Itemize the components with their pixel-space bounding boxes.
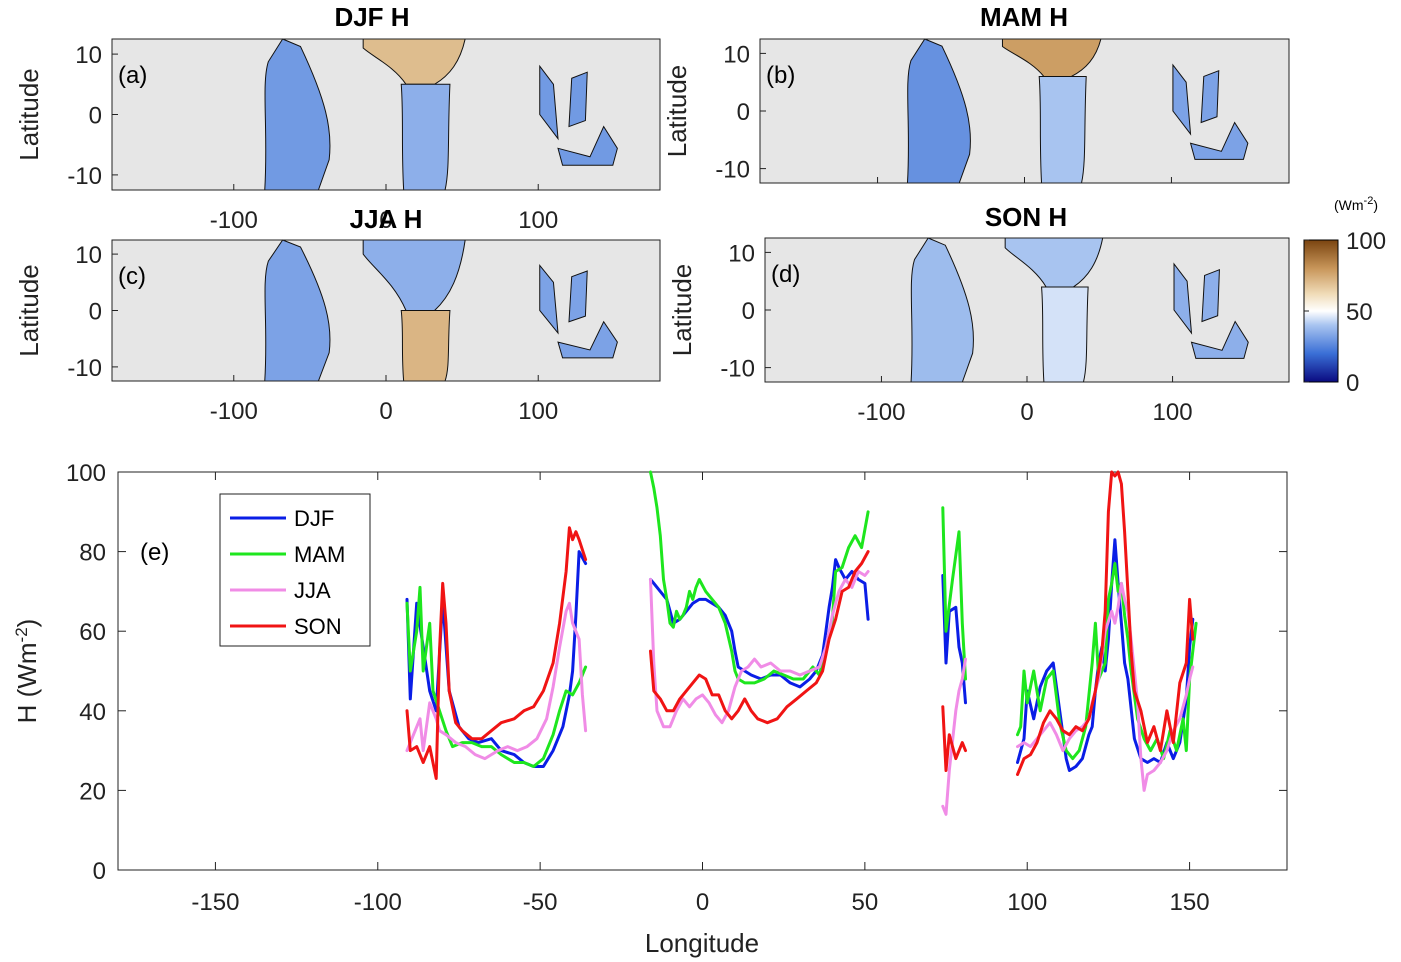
latitude-label: Latitude — [14, 68, 44, 161]
ytick-label: 0 — [89, 299, 102, 326]
panel-e-xlabel: Longitude — [645, 928, 759, 958]
xtick-label: 50 — [852, 889, 879, 916]
ytick-label: 80 — [79, 540, 106, 567]
legend-label-mam: MAM — [294, 542, 345, 567]
panel-label: (b) — [766, 62, 795, 89]
ytick-label: -10 — [67, 355, 102, 382]
series-line-son — [649, 550, 870, 725]
panel-e-ylabel: H (Wm-2) — [12, 619, 42, 724]
ytick-label: 0 — [89, 103, 102, 130]
series-line-son — [1016, 470, 1195, 776]
map-region — [1041, 286, 1089, 383]
panel-c-title: JJA H — [350, 204, 423, 234]
xtick-label: 100 — [518, 398, 558, 425]
ytick-label: 0 — [742, 298, 755, 325]
legend-label-son: SON — [294, 614, 342, 639]
series-line-jja — [1016, 581, 1195, 792]
colorbar-tick-label: 100 — [1346, 228, 1386, 255]
ytick-label: 10 — [75, 42, 102, 69]
colorbar-gradient — [1303, 239, 1339, 383]
panel-d-title: SON H — [985, 202, 1067, 232]
series-line-son — [941, 705, 967, 772]
panel-e: (e) Longitude H (Wm-2) DJF MAM JJA SON -150… — [12, 460, 1288, 958]
panel-b: MAM H (b) Latitude 10 0 -10 — [662, 2, 1290, 184]
series-line-djf — [941, 574, 967, 705]
xtick-label: 100 — [518, 207, 558, 234]
series-line-son — [405, 526, 588, 780]
xtick-label: 100 — [1007, 889, 1047, 916]
latitude-label: Latitude — [14, 264, 44, 357]
latitude-label: Latitude — [667, 264, 697, 357]
xtick-label: 0 — [379, 207, 392, 234]
ytick-label: -10 — [67, 163, 102, 190]
ytick-label: 40 — [79, 699, 106, 726]
ytick-label: 10 — [728, 240, 755, 267]
ytick-label: 0 — [93, 858, 106, 885]
xtick-label: 0 — [696, 889, 709, 916]
ytick-label: 10 — [723, 41, 750, 68]
map-region — [400, 83, 451, 191]
xtick-label: 0 — [1020, 399, 1033, 426]
xtick-label: 0 — [379, 398, 392, 425]
series-line-jja — [941, 657, 967, 816]
legend-label-djf: DJF — [294, 506, 334, 531]
map-region — [1172, 63, 1249, 160]
colorbar-tick-label: 0 — [1346, 370, 1359, 397]
ytick-label: 60 — [79, 619, 106, 646]
xtick-label: -100 — [210, 398, 258, 425]
colorbar-tick-label: 50 — [1346, 299, 1373, 326]
xtick-label: -100 — [354, 889, 402, 916]
colorbar: (Wm-2) 100 50 0 — [1303, 195, 1386, 397]
legend-label-jja: JJA — [294, 578, 331, 603]
map-region — [539, 263, 618, 359]
xtick-label: -100 — [857, 399, 905, 426]
series-line-mam — [941, 506, 967, 681]
xtick-label: -100 — [210, 207, 258, 234]
ytick-label: -10 — [720, 356, 755, 383]
map-region — [400, 310, 451, 382]
latitude-label: Latitude — [662, 65, 692, 158]
panel-a-title: DJF H — [334, 2, 409, 32]
panel-b-title: MAM H — [980, 2, 1068, 32]
series-line-djf — [405, 550, 588, 768]
panel-label: (c) — [118, 263, 146, 290]
series-line-mam — [405, 585, 588, 768]
panel-label: (a) — [118, 62, 147, 89]
legend: DJF MAM JJA SON — [219, 493, 371, 647]
colorbar-unit: (Wm-2) — [1334, 195, 1378, 213]
panel-e-label: (e) — [140, 539, 169, 566]
series-line-jja — [649, 570, 870, 729]
ytick-label: 0 — [737, 99, 750, 126]
ytick-label: 100 — [66, 460, 106, 487]
map-region — [1038, 75, 1087, 184]
xtick-label: -150 — [191, 889, 239, 916]
panel-label: (d) — [771, 261, 800, 288]
map-region — [1173, 262, 1249, 359]
ytick-label: 10 — [75, 242, 102, 269]
ytick-label: -10 — [715, 157, 750, 184]
xtick-label: 100 — [1153, 399, 1193, 426]
xtick-label: -50 — [523, 889, 558, 916]
map-region — [539, 64, 618, 166]
xtick-label: 150 — [1170, 889, 1210, 916]
ytick-label: 20 — [79, 778, 106, 805]
series-line-jja — [405, 601, 588, 761]
panel-e-lines — [405, 470, 1198, 816]
